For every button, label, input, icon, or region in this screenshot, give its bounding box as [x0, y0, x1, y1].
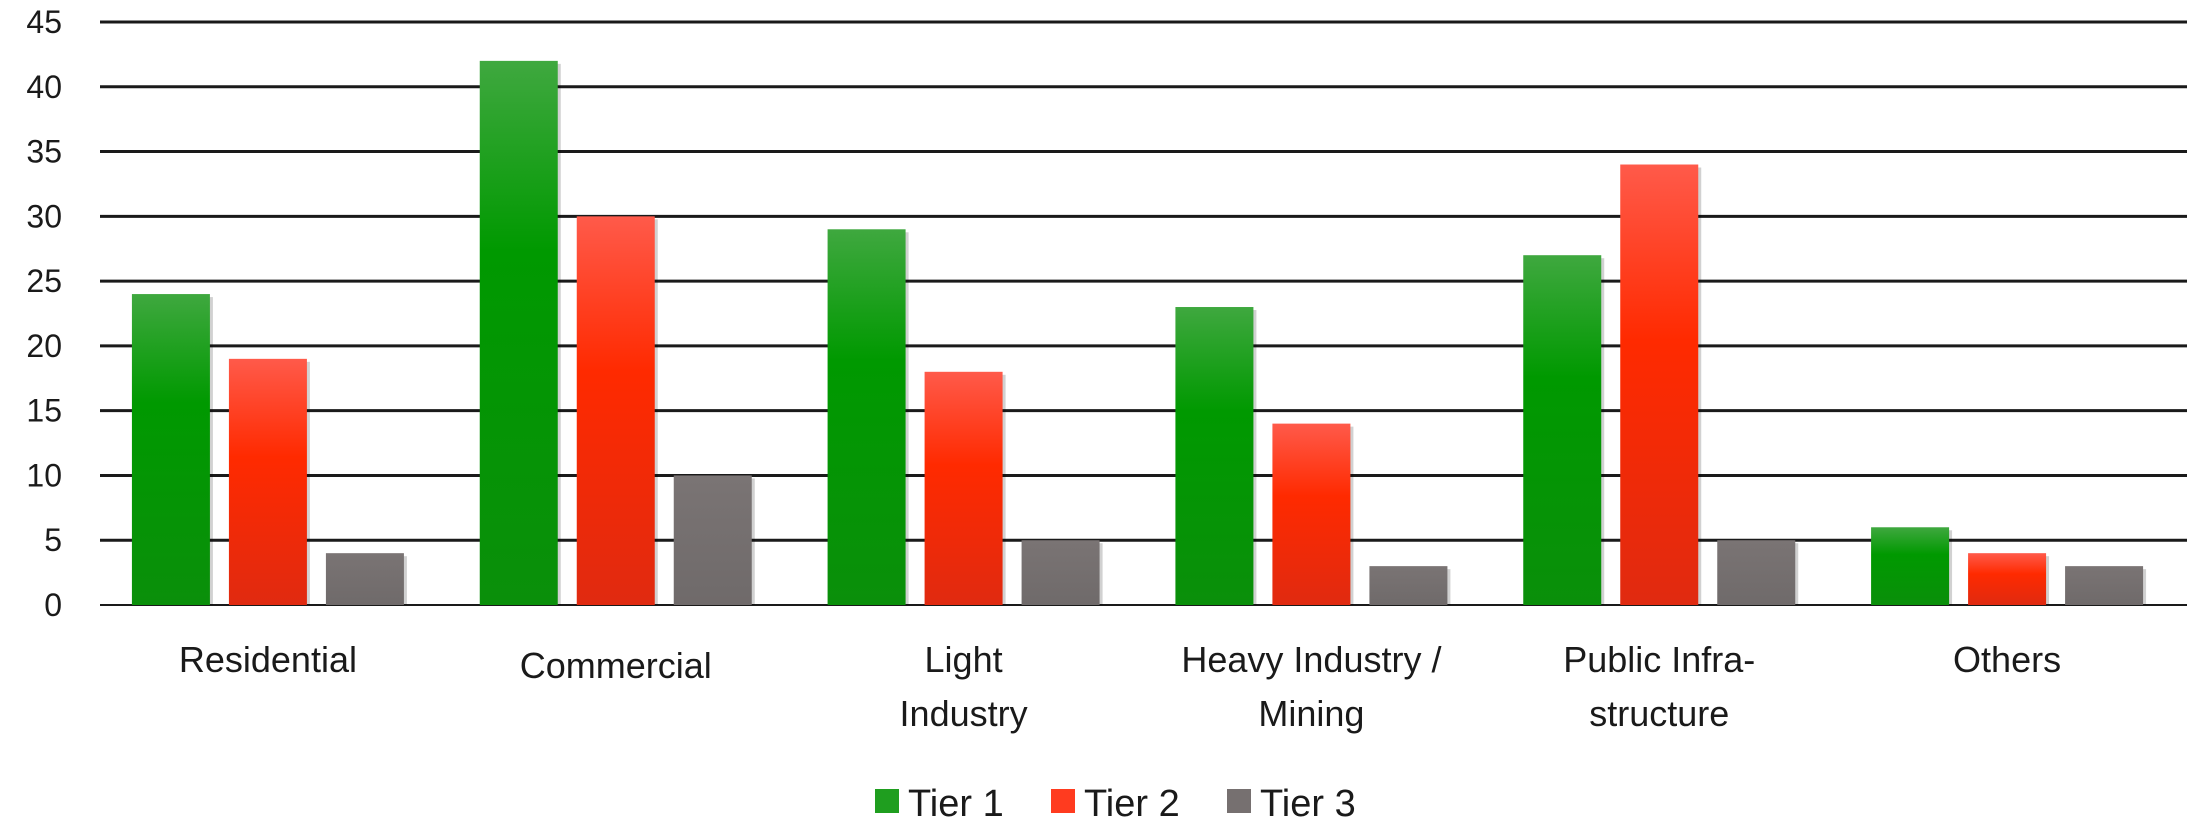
bar-tier-1-3 — [1175, 307, 1254, 605]
x-category-label-line: Industry — [900, 693, 1028, 734]
y-tick-label: 30 — [26, 198, 62, 234]
x-category-label-line: Public Infra- — [1563, 639, 1755, 680]
y-tick-label: 0 — [44, 587, 62, 623]
bar-tier-2-4 — [1620, 164, 1699, 605]
bar-tier-2-0 — [228, 358, 307, 605]
bar-tier-2-3 — [1272, 423, 1351, 605]
x-category-label-line: structure — [1589, 693, 1729, 734]
x-category-label-line: Heavy Industry / — [1181, 639, 1441, 680]
legend-item-tier-2: Tier 2 — [1051, 783, 1180, 825]
y-axis-tick-labels: 0 5 10 15 20 25 30 35 40 45 — [26, 4, 62, 623]
y-tick-label: 5 — [44, 522, 62, 558]
x-category-label-line: Residential — [179, 639, 357, 680]
x-category-label-line: Others — [1953, 639, 2061, 680]
y-tick-label: 20 — [26, 328, 62, 364]
y-tick-label: 45 — [26, 4, 62, 40]
bar-tier-3-2 — [1021, 540, 1100, 605]
x-category-label-line: Commercial — [520, 645, 712, 686]
bar-tier-1-4 — [1523, 255, 1602, 605]
x-category-label: Heavy Industry / Mining — [1181, 639, 1441, 734]
y-tick-label: 35 — [26, 134, 62, 170]
legend-label: Tier 2 — [1084, 783, 1180, 825]
gridlines — [100, 20, 2187, 606]
legend-label: Tier 3 — [1260, 783, 1356, 825]
legend-label: Tier 1 — [908, 783, 1004, 825]
bar-tier-1-2 — [827, 229, 906, 606]
y-tick-label: 10 — [26, 457, 62, 493]
bars — [131, 60, 2147, 606]
bar-tier-3-1 — [673, 475, 752, 605]
x-category-label: Residential — [179, 639, 357, 680]
bar-tier-2-1 — [576, 216, 655, 606]
y-tick-label: 40 — [26, 69, 62, 105]
y-tick-label: 25 — [26, 263, 62, 299]
legend-item-tier-1: Tier 1 — [875, 783, 1004, 825]
x-category-label-line: Mining — [1258, 693, 1364, 734]
x-category-label: Commercial — [520, 645, 712, 686]
legend: Tier 1 Tier 2 Tier 3 — [875, 783, 1356, 825]
legend-item-tier-3: Tier 3 — [1227, 783, 1356, 825]
bar-tier-3-0 — [325, 553, 404, 605]
legend-swatch — [875, 789, 899, 813]
x-category-label: Light Industry — [900, 639, 1028, 734]
bar-tier-1-1 — [479, 60, 558, 606]
legend-swatch — [1227, 789, 1251, 813]
bar-tier-3-5 — [2065, 566, 2144, 605]
bar-tier-3-3 — [1369, 566, 1448, 605]
x-category-label-line: Light — [925, 639, 1003, 680]
bar-tier-2-2 — [924, 371, 1003, 605]
bar-tier-1-0 — [131, 294, 210, 605]
bar-tier-3-4 — [1717, 540, 1796, 605]
x-category-label: Public Infra-structure — [1563, 639, 1755, 734]
bar-tier-1-5 — [1871, 527, 1950, 605]
x-axis-category-labels: Residential Commercial Light Industry Heavy … — [179, 639, 2061, 734]
bar-tier-2-5 — [1968, 553, 2047, 605]
y-tick-label: 15 — [26, 393, 62, 429]
x-category-label: Others — [1953, 639, 2061, 680]
legend-swatch — [1051, 789, 1075, 813]
